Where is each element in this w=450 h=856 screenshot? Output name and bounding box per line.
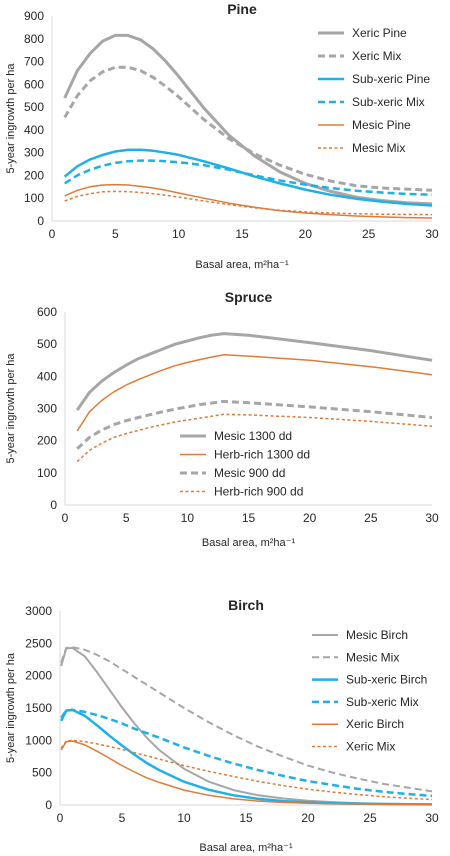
chart-panel-birch: Birch 0 5 10 15 20 25 30 0 500 1000 1500 2000 2500 300… xyxy=(5,597,439,854)
series-line-xeric-mix xyxy=(63,65,433,192)
legend-label: Mesic 1300 dd xyxy=(214,429,292,443)
x-axis-label: Basal area, m²ha⁻¹ xyxy=(202,537,296,549)
x-tick-label: 5 xyxy=(112,227,119,241)
x-tick-label: 10 xyxy=(181,511,195,525)
legend-label: Mesic Mix xyxy=(352,141,405,155)
series-line-mesic-900-dd xyxy=(76,399,433,450)
series-line-sub-xeric-pine xyxy=(63,148,433,207)
legend-label: Sub-xeric Mix xyxy=(352,95,425,109)
y-tick-label: 100 xyxy=(37,466,57,480)
x-tick-label: 0 xyxy=(57,811,64,825)
chart-title: Spruce xyxy=(225,289,273,305)
x-tick-label: 30 xyxy=(425,511,439,525)
x-axis-label: Basal area, m²ha⁻¹ xyxy=(199,842,293,854)
x-tick-label: 30 xyxy=(425,811,439,825)
y-tick-label: 2500 xyxy=(25,636,52,650)
y-tick-label: 1500 xyxy=(25,701,52,715)
y-tick-label: 800 xyxy=(24,32,44,46)
x-tick-label: 0 xyxy=(62,511,69,525)
series-line-herb-rich-900-dd xyxy=(76,413,433,463)
series-line-xeric-birch xyxy=(60,740,433,806)
x-tick-label: 20 xyxy=(299,227,313,241)
legend-label: Mesic Birch xyxy=(346,628,408,642)
x-tick-label: 25 xyxy=(364,511,378,525)
y-axis-label: 5-year ingrowth per ha xyxy=(5,63,17,174)
legend-label: Xeric Pine xyxy=(352,26,407,40)
legend-label: Sub-xeric Mix xyxy=(346,695,419,709)
y-tick-label: 0 xyxy=(50,498,57,512)
x-tick-label: 20 xyxy=(303,511,317,525)
y-axis-label: 5-year ingrowth per ha xyxy=(5,353,17,464)
y-tick-label: 0 xyxy=(45,798,52,812)
y-tick-label: 400 xyxy=(37,369,57,383)
y-tick-label: 200 xyxy=(37,434,57,448)
y-tick-label: 300 xyxy=(37,402,57,416)
legend-label: Sub-xeric Birch xyxy=(346,673,427,687)
legend-label: Xeric Birch xyxy=(346,717,404,731)
x-axis-label: Basal area, m²ha⁻¹ xyxy=(195,259,289,271)
y-tick-label: 500 xyxy=(32,766,52,780)
series-line-xeric-pine xyxy=(63,33,433,206)
x-tick-label: 25 xyxy=(363,811,377,825)
y-tick-label: 600 xyxy=(24,77,44,91)
y-tick-label: 400 xyxy=(24,123,44,137)
x-tick-label: 5 xyxy=(119,811,126,825)
legend-label: Mesic Mix xyxy=(346,650,399,664)
y-tick-label: 200 xyxy=(24,168,44,182)
y-tick-label: 3000 xyxy=(25,604,52,618)
legend: Mesic 1300 dd Herb-rich 1300 dd Mesic 900 … xyxy=(180,429,310,499)
series-line-xeric-mix xyxy=(60,739,433,801)
legend: Xeric Pine Xeric Mix Sub-xeric Pine Sub-xer… xyxy=(318,26,430,155)
y-tick-label: 300 xyxy=(24,146,44,160)
legend: Mesic Birch Mesic Mix Sub-xeric Birch Sub-x… xyxy=(312,628,427,754)
series-line-herb-rich-1300-dd xyxy=(76,354,433,432)
legend-label: Xeric Mix xyxy=(352,49,401,63)
legend-label: Herb-rich 1300 dd xyxy=(214,448,310,462)
x-tick-label: 20 xyxy=(301,811,315,825)
x-tick-label: 30 xyxy=(425,227,439,241)
y-tick-label: 500 xyxy=(37,337,57,351)
x-tick-label: 10 xyxy=(177,811,191,825)
y-tick-label: 100 xyxy=(24,191,44,205)
legend-label: Mesic 900 dd xyxy=(214,466,285,480)
x-tick-label: 15 xyxy=(239,811,253,825)
series-line-mesic-mix xyxy=(60,646,433,793)
legend-label: Mesic Pine xyxy=(352,118,411,132)
y-tick-label: 600 xyxy=(37,305,57,319)
y-tick-label: 2000 xyxy=(25,669,52,683)
series-line-sub-xeric-mix xyxy=(64,159,433,197)
x-tick-label: 0 xyxy=(49,227,56,241)
x-tick-label: 5 xyxy=(123,511,130,525)
y-tick-label: 500 xyxy=(24,100,44,114)
chart-title: Pine xyxy=(227,1,257,17)
series-line-mesic-mix xyxy=(64,190,433,216)
series-line-mesic-pine xyxy=(64,183,433,219)
x-tick-label: 15 xyxy=(235,227,249,241)
y-tick-label: 1000 xyxy=(25,733,52,747)
legend-label: Sub-xeric Pine xyxy=(352,72,430,86)
x-tick-label: 25 xyxy=(362,227,376,241)
legend-label: Herb-rich 900 dd xyxy=(214,485,303,499)
series-line-sub-xeric-mix xyxy=(60,708,433,798)
x-tick-label: 10 xyxy=(172,227,186,241)
y-tick-label: 900 xyxy=(24,9,44,23)
legend-label: Xeric Mix xyxy=(346,740,395,754)
series-line-mesic-1300-dd xyxy=(75,332,433,411)
y-axis-label: 5-year ingrowth per ha xyxy=(5,652,17,763)
y-tick-label: 0 xyxy=(37,214,44,228)
x-tick-label: 15 xyxy=(242,511,256,525)
chart-title: Birch xyxy=(228,597,264,613)
y-tick-label: 700 xyxy=(24,55,44,69)
